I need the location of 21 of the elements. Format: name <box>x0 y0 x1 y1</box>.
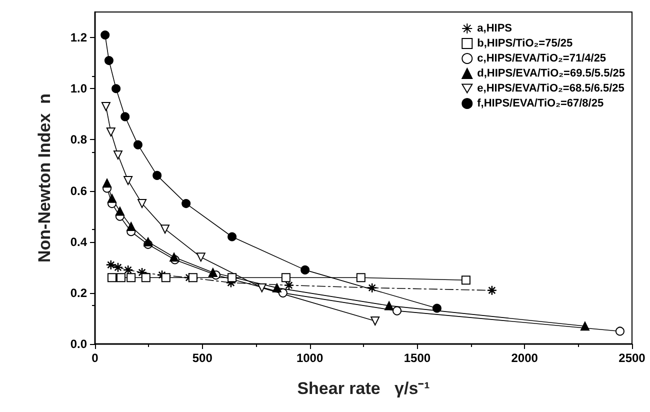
legend-label: e,HIPS/EVA/TiO₂=68.5/6.5/25 <box>477 82 624 94</box>
y-tick-label: 0.8 <box>70 132 88 147</box>
y-tick-label: 0.2 <box>70 286 88 300</box>
y-tick-label: 0.0 <box>70 337 88 351</box>
x-tick-label: 1000 <box>296 351 324 365</box>
legend-label: f,HIPS/EVA/TiO₂=67/8/25 <box>477 98 604 110</box>
y-tick-label: 1.0 <box>70 82 88 96</box>
legend-label: c,HIPS/EVA/TiO₂=71/4/25 <box>477 52 606 64</box>
x-tick-label: 500 <box>192 351 213 365</box>
legend-label: a,HIPS <box>477 22 512 34</box>
x-tick-label: 2500 <box>618 351 646 365</box>
x-tick-label: 1500 <box>404 351 431 365</box>
y-tick-label: 0.6 <box>70 184 88 198</box>
x-axis-title: Shear rate γ/s⁻¹ <box>297 379 430 398</box>
legend-label: d,HIPS/EVA/TiO₂=69.5/5.5/25 <box>477 68 626 80</box>
y-tick-label: 1.2 <box>70 30 88 45</box>
y-axis-title: Non-Newton Index n <box>35 93 54 263</box>
x-tick-label: 0 <box>92 351 99 365</box>
y-tick-label: 0.4 <box>70 234 88 249</box>
legend-label: b,HIPS/TiO₂=75/25 <box>477 38 573 50</box>
x-tick-label: 2000 <box>511 351 538 365</box>
